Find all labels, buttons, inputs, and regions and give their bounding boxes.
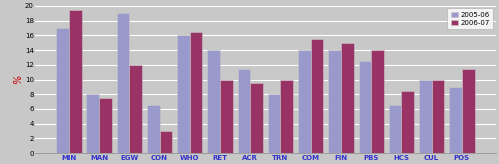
Bar — [117, 13, 129, 153]
Bar — [220, 80, 233, 153]
Bar — [298, 50, 311, 153]
Bar — [160, 131, 172, 153]
Bar — [147, 105, 160, 153]
Bar — [401, 91, 414, 153]
Bar — [99, 98, 112, 153]
Bar — [56, 28, 69, 153]
Bar — [449, 87, 462, 153]
Bar — [389, 105, 401, 153]
Bar — [280, 80, 293, 153]
Bar — [129, 65, 142, 153]
Bar — [311, 39, 323, 153]
Bar — [177, 35, 190, 153]
Bar — [268, 94, 280, 153]
Bar — [207, 50, 220, 153]
Bar — [341, 43, 354, 153]
Bar — [358, 61, 371, 153]
Bar — [432, 80, 445, 153]
Bar — [328, 50, 341, 153]
Bar — [371, 50, 384, 153]
Bar — [238, 69, 250, 153]
Bar — [69, 10, 81, 153]
Y-axis label: %: % — [13, 75, 23, 84]
Bar — [250, 83, 263, 153]
Bar — [86, 94, 99, 153]
Bar — [419, 80, 432, 153]
Bar — [462, 69, 475, 153]
Legend: 2005-06, 2006-07: 2005-06, 2006-07 — [448, 8, 494, 29]
Bar — [190, 32, 203, 153]
